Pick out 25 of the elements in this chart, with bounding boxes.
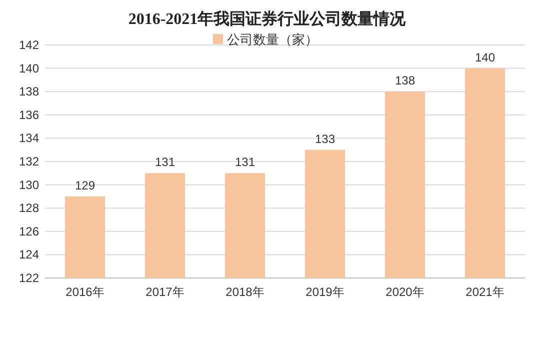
- y-tick-label: 142: [18, 38, 40, 52]
- y-tick-label: 122: [18, 271, 40, 285]
- x-tick-label: 2021年: [466, 285, 504, 299]
- data-label: 138: [394, 74, 416, 88]
- y-tick-label: 140: [18, 61, 40, 76]
- legend-label: 公司数量（家）: [227, 32, 318, 47]
- x-tick-label: 2016年: [66, 285, 104, 299]
- y-tick-label: 128: [18, 201, 40, 216]
- x-tick-label: 2019年: [306, 285, 344, 299]
- y-tick-label: 130: [18, 178, 40, 192]
- y-tick-label: 126: [18, 224, 40, 238]
- y-tick-label: 132: [18, 154, 40, 168]
- y-tick-label: 136: [18, 108, 40, 122]
- x-tick-label: 2017年: [146, 285, 184, 299]
- y-tick-label: 138: [18, 84, 40, 99]
- x-tick-label: 2020年: [386, 285, 424, 299]
- x-tick-label: 2018年: [226, 285, 264, 299]
- data-label: 133: [314, 132, 336, 146]
- data-label: 131: [234, 155, 256, 170]
- chart-title: 2016-2021年我国证券行业公司数量情况: [128, 10, 407, 28]
- y-tick-label: 124: [18, 248, 40, 262]
- data-label: 131: [154, 155, 176, 170]
- data-label: 129: [74, 178, 96, 192]
- y-tick-label: 134: [18, 131, 40, 146]
- data-label: 140: [474, 50, 496, 64]
